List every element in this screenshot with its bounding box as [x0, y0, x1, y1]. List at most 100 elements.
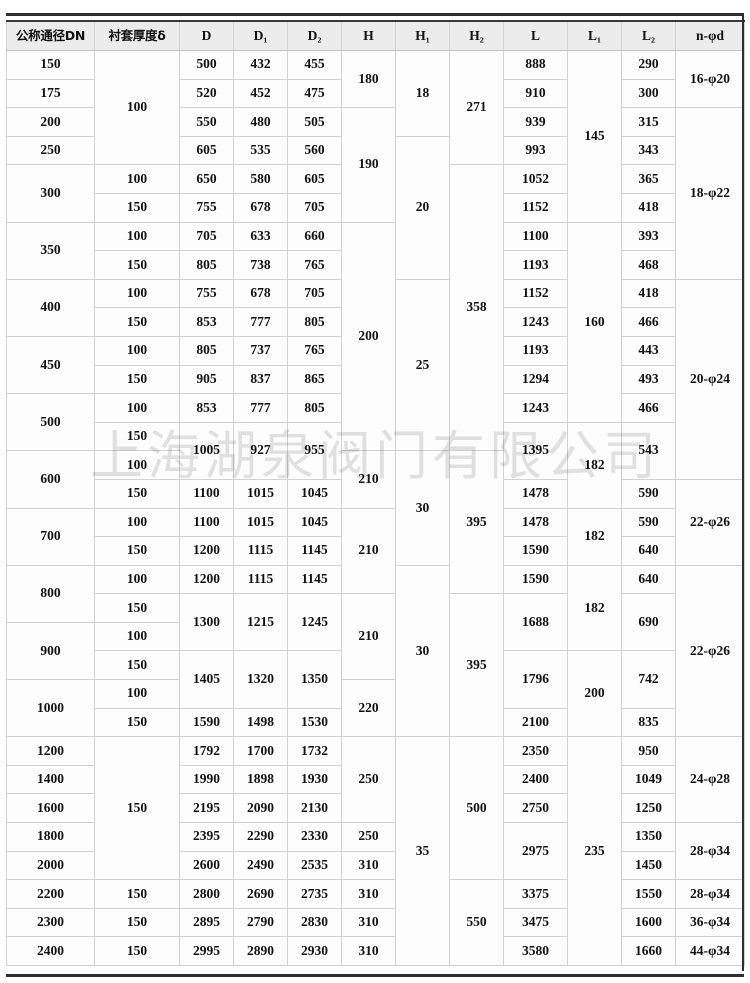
cell-L2: 1550 — [621, 879, 676, 909]
cell-dn: 150 — [6, 50, 95, 80]
table-row: 1200 150 1792 1700 1732 250 35 500 2350 235 950 24-… — [6, 736, 745, 966]
cell-D1: 1215 — [233, 593, 288, 652]
cell-D: 1590 — [179, 707, 234, 738]
col-header-n-phi-d: n-φd — [675, 20, 745, 51]
cell-dn: 2000 — [6, 850, 95, 881]
cell-d_t: 150 — [94, 650, 180, 681]
cell-D1: 580 — [233, 164, 288, 194]
cell-dn: 700 — [6, 507, 95, 566]
table-row: 1800 2395 2290 2330 250 2975 1350 28-φ34 — [6, 822, 745, 881]
cell-D: 1200 — [179, 536, 234, 566]
cell-L: 1590 — [503, 536, 568, 566]
cell-D: 853 — [179, 307, 234, 337]
cell-D2: 1245 — [287, 593, 342, 652]
cell-H: 180 — [341, 49, 396, 109]
cell-L2: 443 — [621, 335, 676, 366]
cell-D1: 480 — [233, 107, 288, 137]
cell-D2: 1045 — [287, 507, 342, 538]
cell-D2: 1350 — [287, 650, 342, 709]
cell-L: 3475 — [503, 907, 568, 938]
cell-H1: 30 — [395, 564, 450, 738]
cell-D: 1100 — [179, 478, 234, 509]
cell-L2: 365 — [621, 164, 676, 194]
cell-D2: 2130 — [287, 793, 342, 824]
col-header-L2: L₂ — [621, 20, 676, 51]
cell-dn: 600 — [6, 450, 95, 509]
table-row: 500 100 853 777 805 1243 466 — [6, 393, 745, 452]
cell-nphid: 44-φ34 — [675, 936, 745, 966]
cell-L2: 468 — [621, 250, 676, 280]
cell-D1: 1015 — [233, 478, 288, 509]
cell-d_t: 100 — [94, 450, 180, 480]
cell-L: 2975 — [503, 822, 568, 881]
cell-H1: 18 — [395, 50, 450, 137]
cell-D2: 955 — [287, 421, 342, 480]
cell-H2: 550 — [449, 879, 504, 966]
cell-L: 1688 — [503, 593, 568, 652]
cell-D: 1300 — [179, 593, 234, 652]
cell-L2: 290 — [621, 50, 676, 80]
cell-nphid: 20-φ24 — [675, 278, 745, 480]
cell-nphid: 36-φ34 — [675, 907, 745, 938]
cell-L2: 543 — [621, 421, 676, 480]
cell-L: 910 — [503, 78, 568, 109]
cell-H: 250 — [341, 822, 396, 852]
valve-dimension-table: 公称通径DN 衬套厚度δ D D₁ D₂ H H₁ H₂ L L₁ L₂ n-φ… — [6, 20, 745, 966]
table-row: 150 100 500 432 455 180 18 271 888 145 290 16-φ20 — [6, 49, 745, 223]
cell-d_t: 150 — [94, 307, 180, 337]
cell-H2: 395 — [449, 593, 504, 738]
cell-D1: 2090 — [233, 793, 288, 824]
cell-L1: 182 — [567, 421, 622, 509]
cell-D1: 737 — [233, 335, 288, 366]
cell-L: 888 — [503, 50, 568, 80]
cell-D1: 1700 — [233, 736, 288, 766]
cell-L2: 1250 — [621, 793, 676, 824]
cell-L2: 343 — [621, 135, 676, 166]
table-row: 2000 2600 2490 2535 310 1450 — [6, 850, 745, 881]
cell-D2: 560 — [287, 135, 342, 166]
cell-D2: 2830 — [287, 907, 342, 938]
cell-L: 3580 — [503, 936, 568, 966]
cell-D1: 1015 — [233, 507, 288, 538]
cell-L1: 182 — [567, 507, 622, 566]
cell-d_t: 100 — [94, 679, 180, 709]
cell-D2: 2535 — [287, 850, 342, 881]
cell-L2: 1600 — [621, 907, 676, 938]
cell-D2: 2735 — [287, 879, 342, 909]
cell-D1: 2690 — [233, 879, 288, 909]
col-header-D: D — [179, 20, 234, 51]
cell-D2: 1145 — [287, 564, 342, 595]
table-row: 600 100 210 30 395 — [6, 450, 745, 595]
cell-d_t: 100 — [94, 507, 180, 538]
cell-D: 2395 — [179, 822, 234, 852]
cell-L: 1100 — [503, 221, 568, 252]
cell-dn: 500 — [6, 393, 95, 452]
table-bottom-rule — [6, 974, 744, 977]
cell-L2: 640 — [621, 564, 676, 595]
cell-D1: 633 — [233, 221, 288, 252]
cell-D2: 705 — [287, 192, 342, 223]
cell-D2: 605 — [287, 164, 342, 194]
cell-H1: 30 — [395, 450, 450, 566]
cell-dn: 350 — [6, 221, 95, 280]
table-row: 900 100 — [6, 621, 745, 681]
cell-D1: 2290 — [233, 822, 288, 852]
cell-L2: 742 — [621, 650, 676, 709]
cell-d_t: 100 — [94, 278, 180, 309]
col-header-H: H — [341, 20, 396, 51]
cell-L: 1796 — [503, 650, 568, 709]
cell-D: 2995 — [179, 936, 234, 966]
cell-L2: 315 — [621, 107, 676, 137]
cell-d_t: 150 — [94, 421, 180, 452]
cell-H1: 20 — [395, 135, 450, 280]
cell-L: 2400 — [503, 764, 568, 795]
cell-dn: 1000 — [6, 679, 95, 738]
cell-H: 210 — [341, 450, 396, 509]
cell-nphid: 22-φ26 — [675, 478, 745, 566]
cell-D1: 1498 — [233, 707, 288, 738]
cell-d_t: 100 — [94, 564, 180, 595]
cell-L2: 393 — [621, 221, 676, 252]
cell-D1: 777 — [233, 393, 288, 423]
table-row: 1400 1990 1898 1930 2400 1049 — [6, 764, 745, 795]
